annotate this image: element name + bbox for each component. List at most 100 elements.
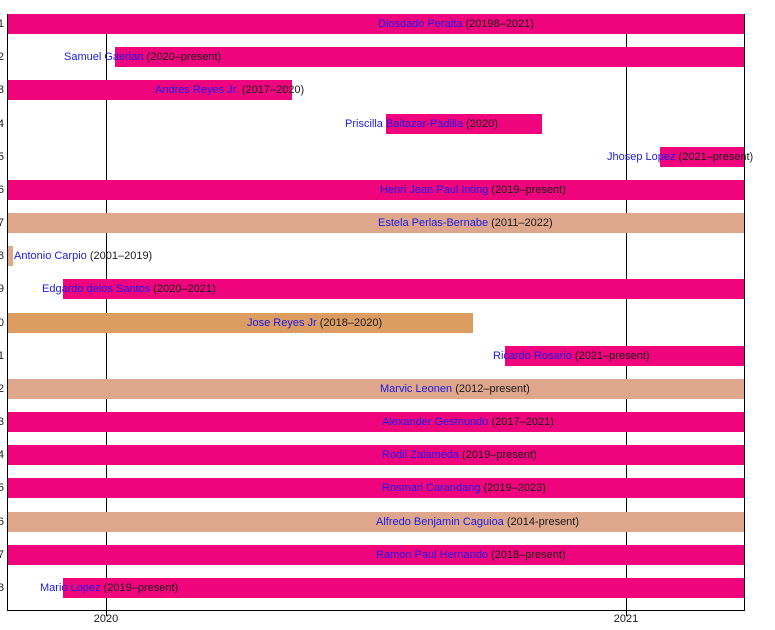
person-name: Rosmari Carandang bbox=[382, 482, 481, 494]
y-tick-label: 8 bbox=[0, 250, 4, 262]
bar-label: Jose Reyes Jr (2018–2020) bbox=[247, 313, 382, 333]
timeline-bar bbox=[63, 578, 744, 598]
person-dates: (2011–2022) bbox=[488, 217, 553, 229]
bar-label: Mario Lopez (2019–present) bbox=[40, 578, 178, 598]
y-tick-label: 17 bbox=[0, 549, 4, 561]
timeline-bar bbox=[660, 147, 744, 167]
timeline-bar bbox=[7, 412, 744, 432]
plot-frame-right bbox=[744, 14, 745, 610]
timeline-bar bbox=[505, 346, 744, 366]
y-tick-label: 10 bbox=[0, 317, 4, 329]
person-name: Jhosep Lopez bbox=[607, 151, 676, 163]
timeline-bar bbox=[7, 313, 473, 333]
person-dates: (2021–present) bbox=[571, 350, 650, 362]
person-name: Rodil Zalameda bbox=[382, 449, 460, 461]
bar-label: Jhosep Lopez (2021–present) bbox=[607, 147, 753, 167]
bar-label: Marvic Leonen (2012–present) bbox=[380, 379, 530, 399]
y-tick-label: 15 bbox=[0, 482, 4, 494]
bar-label: Edgardo delos Santos (2020–2021) bbox=[42, 279, 216, 299]
person-dates: (2019–present) bbox=[459, 449, 537, 461]
y-tick-label: 12 bbox=[0, 383, 4, 395]
bar-label: Alfredo Benjamin Caguioa (2014-present) bbox=[376, 512, 579, 532]
bar-label: Andres Reyes Jr. (2017–2020) bbox=[155, 80, 304, 100]
person-name: Andres Reyes Jr. bbox=[155, 84, 239, 96]
person-dates: (2018–2020) bbox=[316, 317, 383, 329]
timeline-bar bbox=[7, 512, 744, 532]
x-axis-tick-2021 bbox=[626, 610, 627, 616]
person-name: Samuel Gaerlan bbox=[64, 51, 144, 63]
y-tick-label: 6 bbox=[0, 184, 4, 196]
person-name: Ricardo Rosario bbox=[493, 350, 572, 362]
timeline-bar bbox=[7, 180, 744, 200]
y-tick-label: 18 bbox=[0, 582, 4, 594]
person-name: Antonio Carpio bbox=[14, 250, 87, 262]
person-name: Estela Perlas-Bernabe bbox=[378, 217, 489, 229]
person-name: Priscilla Baltazar-Padilla bbox=[345, 118, 463, 130]
gridline-2021 bbox=[626, 14, 627, 610]
timeline-bar bbox=[7, 379, 744, 399]
person-name: Edgardo delos Santos bbox=[42, 283, 151, 295]
person-dates: (2019–present) bbox=[488, 184, 566, 196]
timeline-bar bbox=[7, 14, 744, 34]
timeline-bar bbox=[63, 279, 744, 299]
person-dates: (2014-present) bbox=[503, 516, 580, 528]
bar-label: Ricardo Rosario (2021–present) bbox=[493, 346, 650, 366]
person-name: Mario Lopez bbox=[40, 582, 101, 594]
x-axis-line bbox=[7, 610, 745, 611]
person-dates: (2018–present) bbox=[487, 549, 566, 561]
y-tick-label: 1 bbox=[0, 18, 4, 30]
y-tick-label: 5 bbox=[0, 151, 4, 163]
y-tick-label: 3 bbox=[0, 84, 4, 96]
x-tick-label: 2021 bbox=[613, 613, 639, 625]
y-tick-label: 4 bbox=[0, 118, 4, 130]
y-tick-label: 11 bbox=[0, 350, 4, 362]
person-dates: (20198–2021) bbox=[462, 18, 534, 30]
timeline-bar bbox=[7, 246, 13, 266]
person-dates: (2020–2021) bbox=[150, 283, 216, 295]
bar-label: Rosmari Carandang (2019–2023) bbox=[382, 478, 546, 498]
person-dates: (2019–2023) bbox=[480, 482, 546, 494]
person-name: Alfredo Benjamin Caguioa bbox=[376, 516, 504, 528]
y-tick-label: 2 bbox=[0, 51, 4, 63]
bar-label: Alexander Gesmundo (2017–2021) bbox=[382, 412, 554, 432]
plot-frame-left bbox=[7, 14, 8, 610]
bar-label: Priscilla Baltazar-Padilla (2020) bbox=[345, 114, 498, 134]
person-name: Ramon Paul Hernando bbox=[376, 549, 488, 561]
bar-label: Diosdado Peralta (20198–2021) bbox=[378, 14, 534, 34]
person-dates: (2021–present) bbox=[675, 151, 754, 163]
y-tick-label: 7 bbox=[0, 217, 4, 229]
person-name: Jose Reyes Jr bbox=[247, 317, 317, 329]
y-tick-label: 16 bbox=[0, 516, 4, 528]
person-dates: (2001–2019) bbox=[86, 250, 153, 262]
person-dates: (2020) bbox=[463, 118, 498, 130]
timeline-bar bbox=[7, 445, 744, 465]
timeline-bar bbox=[7, 545, 744, 565]
timeline-bar bbox=[7, 478, 744, 498]
timeline-bar bbox=[7, 213, 744, 233]
x-tick-label: 2020 bbox=[93, 613, 119, 625]
bar-label: Ramon Paul Hernando (2018–present) bbox=[376, 545, 566, 565]
bar-label: Rodil Zalameda (2019–present) bbox=[382, 445, 537, 465]
timeline-bar bbox=[115, 47, 744, 67]
timeline-bar bbox=[7, 80, 292, 100]
person-dates: (2017–2020) bbox=[238, 84, 305, 96]
bar-label: Samuel Gaerlan (2020–present) bbox=[64, 47, 221, 67]
y-tick-label: 13 bbox=[0, 416, 4, 428]
x-axis-tick-2020 bbox=[106, 610, 107, 616]
person-name: Henri Jean Paul Inting bbox=[380, 184, 489, 196]
person-dates: (2017–2021) bbox=[488, 416, 554, 428]
bar-label: Estela Perlas-Bernabe (2011–2022) bbox=[378, 213, 553, 233]
y-tick-label: 9 bbox=[0, 283, 4, 295]
bar-label: Henri Jean Paul Inting (2019–present) bbox=[380, 180, 566, 200]
person-dates: (2019–present) bbox=[100, 582, 179, 594]
person-name: Alexander Gesmundo bbox=[382, 416, 489, 428]
person-dates: (2012–present) bbox=[452, 383, 530, 395]
gridline-2020 bbox=[106, 14, 107, 610]
timeline-bar bbox=[386, 114, 542, 134]
bar-label: Antonio Carpio (2001–2019) bbox=[14, 246, 152, 266]
person-name: Diosdado Peralta bbox=[378, 18, 463, 30]
person-dates: (2020–present) bbox=[143, 51, 222, 63]
y-tick-label: 14 bbox=[0, 449, 4, 461]
person-name: Marvic Leonen bbox=[380, 383, 453, 395]
